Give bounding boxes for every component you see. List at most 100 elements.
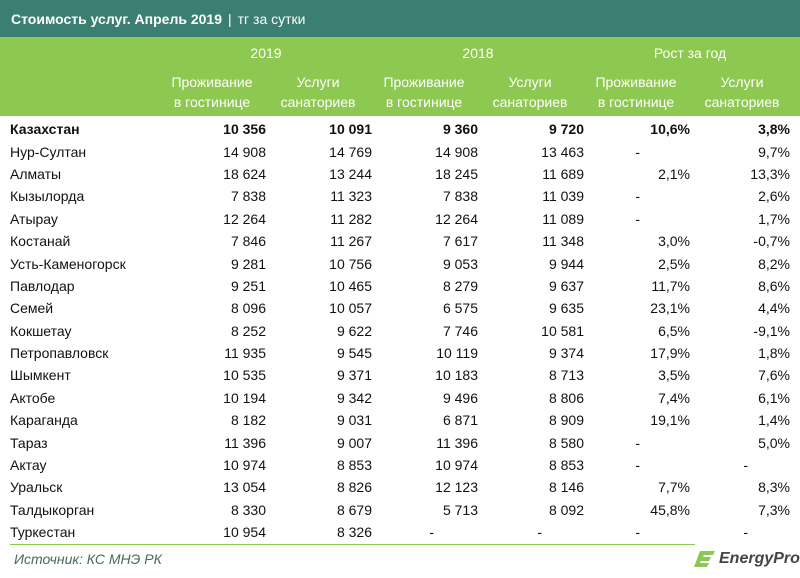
cell-hotel-2019: 10 194	[223, 389, 266, 406]
cell-hotel-2019: 9 281	[230, 255, 266, 272]
cell-sanatorium-growth: 13,3%	[750, 165, 790, 182]
cell-sanatorium-2019: 11 323	[330, 188, 372, 205]
cell-hotel-2018: -	[429, 524, 434, 541]
cell-hotel-growth: 23,1%	[650, 300, 690, 317]
cell-hotel-2019: 13 054	[223, 479, 266, 496]
cell-hotel-2019: 12 264	[223, 210, 266, 227]
cell-city: Костанай	[10, 233, 71, 250]
cell-sanatorium-2018: 8 909	[548, 412, 584, 429]
cell-hotel-growth: 3,5%	[658, 367, 690, 384]
header-sub-hotel-2018: Проживание в гостинице	[383, 74, 465, 110]
cell-hotel-growth: 45,8%	[650, 501, 690, 518]
cell-sanatorium-2019: 13 244	[329, 165, 372, 182]
cell-hotel-growth: -	[635, 210, 640, 227]
source-note: Источник: КС МНЭ РК	[14, 551, 162, 567]
cell-sanatorium-2018: 8 146	[548, 479, 584, 496]
cell-sanatorium-2019: 14 769	[329, 143, 372, 160]
table-row-total: Казахстан 10 356 10 091 9 360 9 720 10,6% 3,8%	[10, 118, 790, 140]
cell-hotel-2018: 9 360	[442, 121, 478, 138]
cell-city: Туркестан	[10, 524, 76, 541]
cell-sanatorium-growth: -	[743, 524, 748, 541]
cell-hotel-2018: 6 575	[442, 300, 478, 317]
cell-hotel-growth: 3,0%	[658, 233, 690, 250]
cell-hotel-2018: 7 617	[442, 233, 478, 250]
cell-sanatorium-2018: 10 581	[541, 322, 584, 339]
cell-sanatorium-growth: 2,6%	[758, 188, 790, 205]
cell-hotel-2018: 12 264	[435, 210, 478, 227]
cell-city: Актобе	[10, 389, 56, 406]
cell-hotel-growth: -	[635, 434, 640, 451]
cell-hotel-2018: 11 396	[436, 434, 478, 451]
cell-city: Семей	[10, 300, 54, 317]
table-row: Кокшетау 8 252 9 622 7 746 10 581 6,5% -9,1%	[10, 320, 790, 342]
cell-city: Усть-Каменогорск	[10, 255, 126, 272]
cell-hotel-growth: 7,4%	[658, 389, 690, 406]
cell-sanatorium-growth: -9,1%	[753, 322, 790, 339]
cell-sanatorium-2018: 11 039	[542, 188, 584, 205]
cell-sanatorium-2019: 9 622	[336, 322, 372, 339]
cell-hotel-2019: 8 252	[230, 322, 266, 339]
cell-hotel-growth: 7,7%	[658, 479, 690, 496]
cell-sanatorium-2018: 11 348	[542, 233, 584, 250]
header-sub-hotel-2019: Проживание в гостинице	[171, 74, 253, 110]
table-row: Уральск 13 054 8 826 12 123 8 146 7,7% 8,3%	[10, 476, 790, 498]
cell-city: Уральск	[10, 479, 63, 496]
cell-hotel-2018: 5 713	[442, 501, 478, 518]
cell-sanatorium-2018: 11 689	[542, 165, 584, 182]
cell-sanatorium-growth: 3,8%	[758, 121, 790, 138]
cell-sanatorium-2019: 10 465	[329, 277, 372, 294]
header-year-2019: 2019	[250, 45, 282, 61]
cell-sanatorium-2019: 9 007	[336, 434, 372, 451]
cell-hotel-2018: 14 908	[435, 143, 478, 160]
cell-sanatorium-2018: 13 463	[541, 143, 584, 160]
cell-hotel-2018: 18 245	[435, 165, 478, 182]
cell-city: Шымкент	[10, 367, 71, 384]
cell-hotel-2019: 14 908	[223, 143, 266, 160]
cell-sanatorium-2019: 9 371	[336, 367, 372, 384]
cell-hotel-growth: -	[635, 188, 640, 205]
cell-sanatorium-growth: 1,8%	[758, 345, 790, 362]
cell-hotel-2019: 7 846	[230, 233, 266, 250]
cell-sanatorium-2019: 10 756	[329, 255, 372, 272]
cell-hotel-2018: 6 871	[442, 412, 478, 429]
header-growth: Рост за год	[653, 45, 727, 61]
table-body: Казахстан 10 356 10 091 9 360 9 720 10,6% 3,8%…	[10, 118, 790, 543]
cell-city: Атырау	[10, 210, 58, 227]
cell-hotel-growth: 19,1%	[650, 412, 690, 429]
cell-hotel-2019: 10 954	[223, 524, 266, 541]
cell-sanatorium-2019: 9 031	[336, 412, 372, 429]
cell-hotel-2018: 12 123	[435, 479, 478, 496]
cell-sanatorium-growth: -0,7%	[753, 233, 790, 250]
table-row: Туркестан 10 954 8 326 - - - -	[10, 521, 790, 543]
cell-city: Кокшетау	[10, 322, 72, 339]
table-row: Кызылорда 7 838 11 323 7 838 11 039 - 2,6%	[10, 185, 790, 207]
cell-hotel-growth: -	[635, 457, 640, 474]
cell-hotel-2019: 7 838	[230, 188, 266, 205]
cell-hotel-2019: 18 624	[223, 165, 266, 182]
cell-city: Нур-Султан	[10, 143, 87, 160]
cell-sanatorium-2018: -	[537, 524, 542, 541]
cell-hotel-growth: 17,9%	[650, 345, 690, 362]
cell-hotel-2019: 9 251	[230, 277, 266, 294]
table-header: 2019 2018 Рост за год Проживание в гостин…	[0, 37, 800, 116]
table-row: Талдыкорган 8 330 8 679 5 713 8 092 45,8% 7,3%	[10, 499, 790, 521]
table-row: Костанай 7 846 11 267 7 617 11 348 3,0% -0,7%	[10, 230, 790, 252]
chart-title-bar: Стоимость услуг. Апрель 2019 | тг за сут…	[0, 0, 800, 37]
cell-sanatorium-2019: 9 342	[336, 389, 372, 406]
header-year-2018: 2018	[462, 45, 494, 61]
cell-sanatorium-2018: 9 720	[548, 121, 584, 138]
cell-sanatorium-2019: 8 826	[336, 479, 372, 496]
cell-sanatorium-growth: 8,3%	[758, 479, 790, 496]
cell-sanatorium-growth: 9,7%	[758, 143, 790, 160]
cell-sanatorium-2018: 8 806	[548, 389, 584, 406]
cell-city: Тараз	[10, 434, 48, 451]
cell-hotel-growth: 11,7%	[651, 277, 690, 294]
cell-sanatorium-growth: 8,2%	[758, 255, 790, 272]
cell-hotel-2019: 8 182	[230, 412, 266, 429]
cell-sanatorium-growth: 6,1%	[758, 389, 790, 406]
cell-hotel-2019: 8 330	[230, 501, 266, 518]
cell-sanatorium-2019: 10 057	[329, 300, 372, 317]
cell-sanatorium-growth: 1,7%	[758, 210, 790, 227]
cell-hotel-growth: 6,5%	[658, 322, 690, 339]
table-row: Актобе 10 194 9 342 9 496 8 806 7,4% 6,1%	[10, 387, 790, 409]
